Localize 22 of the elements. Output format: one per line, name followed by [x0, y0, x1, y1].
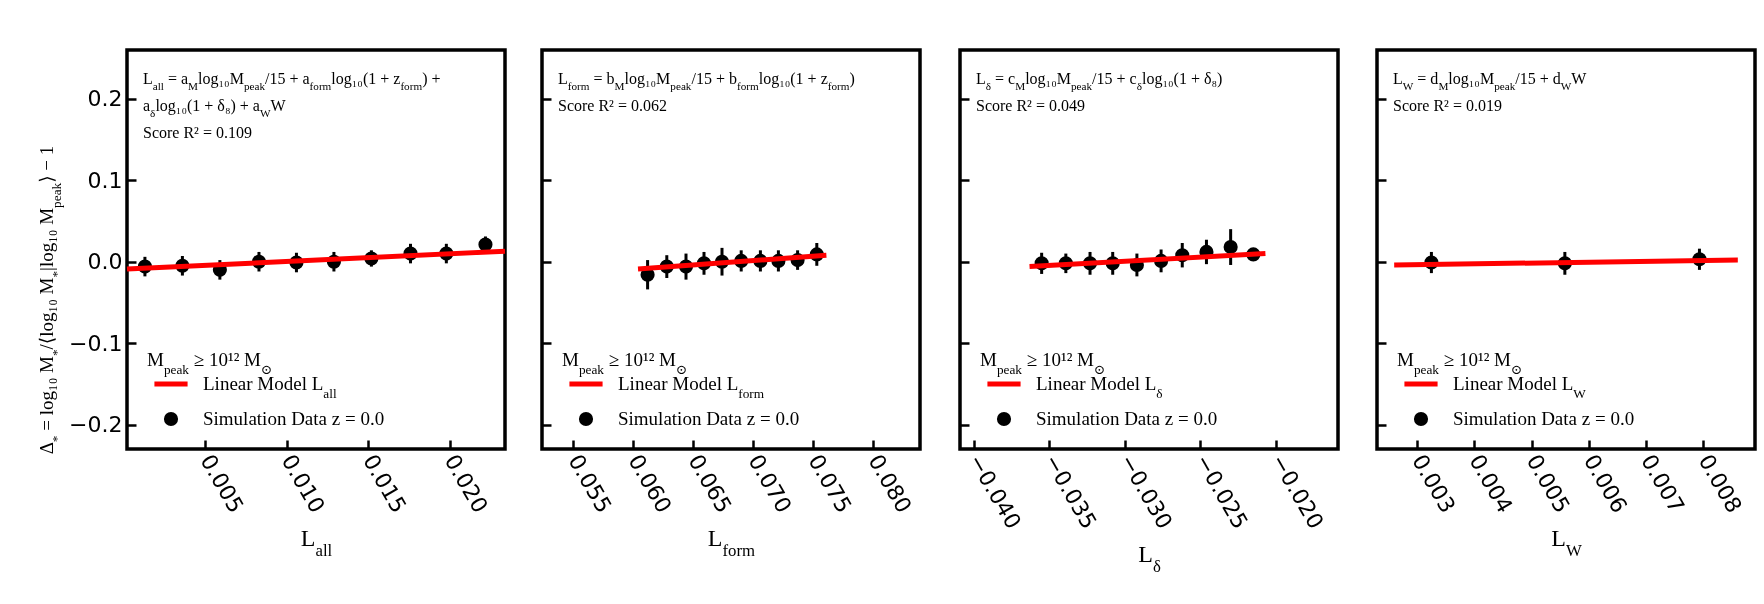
annotation: Score R² = 0.062: [558, 97, 667, 114]
y-tick-label: 0.1: [87, 167, 123, 193]
text: L$_{all}$ = a$_{M}$log₁₀M$_{peak}$/15 + a$_{form}$log₁₀(1 + z$_{form}$) +: [143, 70, 441, 92]
x-axis-title: L$_{δ}$: [1138, 540, 1161, 576]
legend-label: Simulation Data z = 0.0: [1036, 408, 1218, 429]
annotation: Score R² = 0.019: [1393, 97, 1502, 114]
text: L$_{W}$ = d$_{M}$log₁₀M$_{peak}$/15 + d$_{W}$W: [1393, 70, 1587, 92]
x-axis-title: L$_{W}$: [1551, 524, 1582, 560]
annotation: a$_{δ}$log₁₀(1 + δ₈) + a$_{W}$W: [143, 97, 287, 119]
y-tick-label: 0.0: [87, 249, 123, 275]
legend-label: Simulation Data z = 0.0: [1453, 408, 1635, 429]
legend-label: Simulation Data z = 0.0: [618, 408, 800, 429]
annotation: Score R² = 0.109: [143, 124, 252, 141]
y-tick-label: −0.1: [69, 330, 123, 356]
y-tick-label: −0.2: [69, 412, 123, 438]
text: L$_{δ}$ = c$_{M}$log₁₀M$_{peak}$/15 + c$_{δ}$log₁₀(1 + δ₈): [976, 70, 1223, 92]
legend-label: Simulation Data z = 0.0: [203, 408, 385, 429]
x-axis-title: L$_{form}$: [707, 524, 756, 560]
annotation: Score R² = 0.049: [976, 97, 1085, 114]
x-axis-title: L$_{all}$: [300, 524, 333, 560]
y-tick-label: 0.2: [87, 86, 123, 112]
text: L$_{form}$ = b$_{M}$log₁₀M$_{peak}$/15 + b$_{form}$log₁₀(1 + z$_{form}$): [558, 70, 855, 92]
